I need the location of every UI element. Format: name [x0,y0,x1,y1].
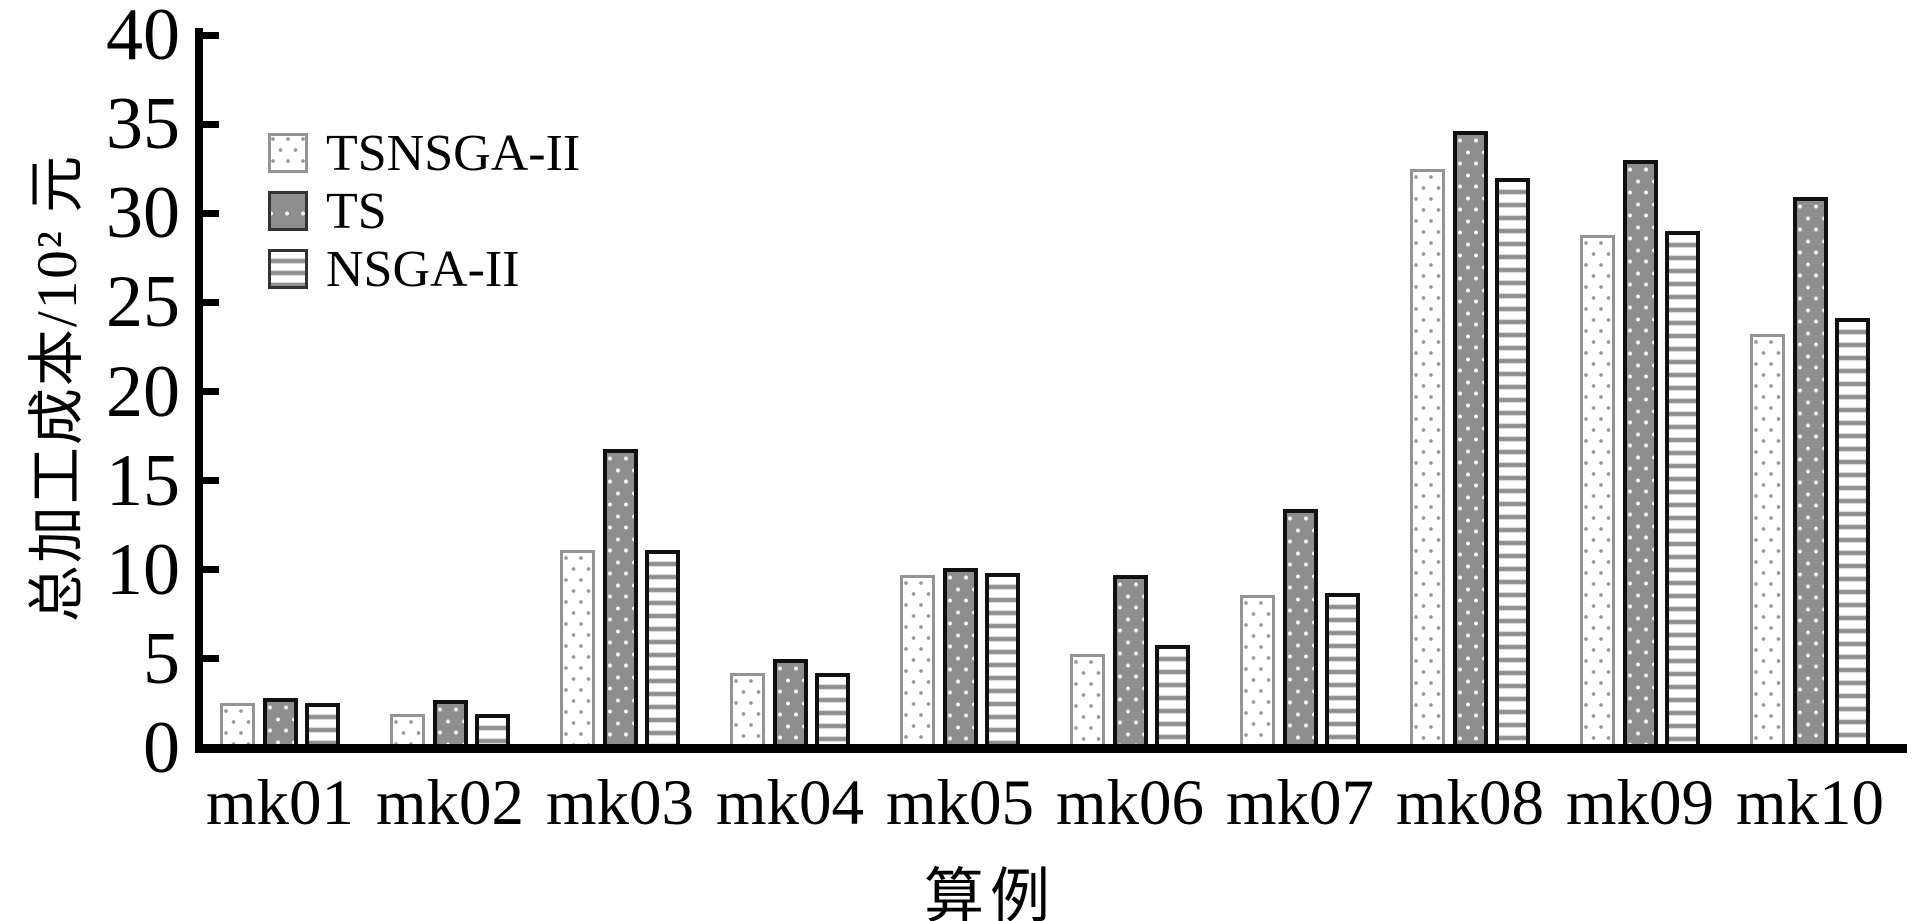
legend-label-TSNSGA-II: TSNSGA-II [326,124,581,182]
bar-mk07-TS [1282,509,1318,750]
x-tick-label-mk10: mk10 [1735,767,1885,839]
y-tick-mark-10 [195,566,219,574]
bar-mk10-TS [1792,197,1828,750]
bar-mk09-TSNSGA-II [1580,234,1615,750]
bar-mk01-TS [262,698,298,750]
bar-mk09-NSGA-II [1665,231,1700,750]
bar-mk06-NSGA-II [1155,644,1190,750]
x-tick-label-mk03: mk03 [545,767,695,839]
bar-mk06-TSNSGA-II [1070,653,1105,750]
y-tick-mark-15 [195,477,219,485]
x-tick-label-mk04: mk04 [715,767,865,839]
y-tick-label-40: 40 [106,0,180,76]
bar-mk04-NSGA-II [815,673,850,750]
x-tick-label-mk09: mk09 [1565,767,1715,839]
bar-mk03-TSNSGA-II [560,550,595,750]
bar-mk10-TSNSGA-II [1750,334,1785,750]
y-tick-label-25: 25 [106,261,180,344]
legend-swatch-TSNSGA-II [268,133,308,173]
legend: TSNSGA-II TS NSGA-II [268,124,581,300]
bar-mk08-TS [1452,131,1488,750]
bar-mk01-NSGA-II [305,703,340,750]
bar-mk08-TSNSGA-II [1410,168,1445,750]
legend-label-NSGA-II: NSGA-II [326,240,520,298]
y-tick-mark-20 [195,388,219,395]
bar-mk05-TSNSGA-II [900,575,935,750]
y-tick-label-5: 5 [143,617,180,700]
y-tick-label-20: 20 [106,350,180,433]
y-tick-mark-5 [195,655,219,663]
x-axis-line [195,744,1907,753]
bar-mk05-TS [942,567,978,750]
bar-mk07-TSNSGA-II [1240,594,1275,750]
legend-row-NSGA-II: NSGA-II [268,240,580,298]
y-tick-mark-40 [195,31,219,39]
bar-mk02-TS [432,699,468,750]
bar-mk03-NSGA-II [645,550,680,750]
legend-swatch-NSGA-II [268,249,308,289]
bar-mk02-TSNSGA-II [390,714,425,750]
legend-swatch-TS [268,191,308,231]
legend-row-TS: TS [268,182,580,240]
bar-mk10-NSGA-II [1835,318,1870,750]
bar-mk05-NSGA-II [985,573,1020,750]
bar-mk06-TS [1112,575,1148,750]
x-axis-title: 算例 [924,864,1056,921]
x-tick-label-mk05: mk05 [885,767,1035,839]
y-tick-label-35: 35 [106,83,180,166]
bar-mk07-NSGA-II [1325,592,1360,750]
bar-mk01-TSNSGA-II [220,703,255,750]
y-tick-mark-0 [195,744,219,752]
bar-mk08-NSGA-II [1495,177,1530,750]
y-tick-label-0: 0 [143,707,180,789]
y-tick-mark-25 [195,298,219,306]
x-tick-label-mk07: mk07 [1225,767,1375,839]
x-tick-label-mk02: mk02 [375,767,525,839]
legend-row-TSNSGA-II: TSNSGA-II [268,124,581,182]
bar-mk09-TS [1622,159,1658,750]
bar-mk04-TSNSGA-II [730,673,765,750]
x-tick-label-mk06: mk06 [1055,767,1205,839]
legend-label-TS: TS [326,182,387,240]
bar-mk03-TS [602,448,638,750]
y-tick-mark-35 [195,120,219,128]
y-tick-label-30: 30 [106,172,180,255]
y-tick-label-15: 15 [106,439,180,522]
y-tick-label-10: 10 [106,528,180,611]
y-tick-mark-30 [195,209,219,217]
x-tick-label-mk01: mk01 [205,767,355,839]
bar-mk04-TS [772,658,808,750]
x-tick-label-mk08: mk08 [1395,767,1545,839]
